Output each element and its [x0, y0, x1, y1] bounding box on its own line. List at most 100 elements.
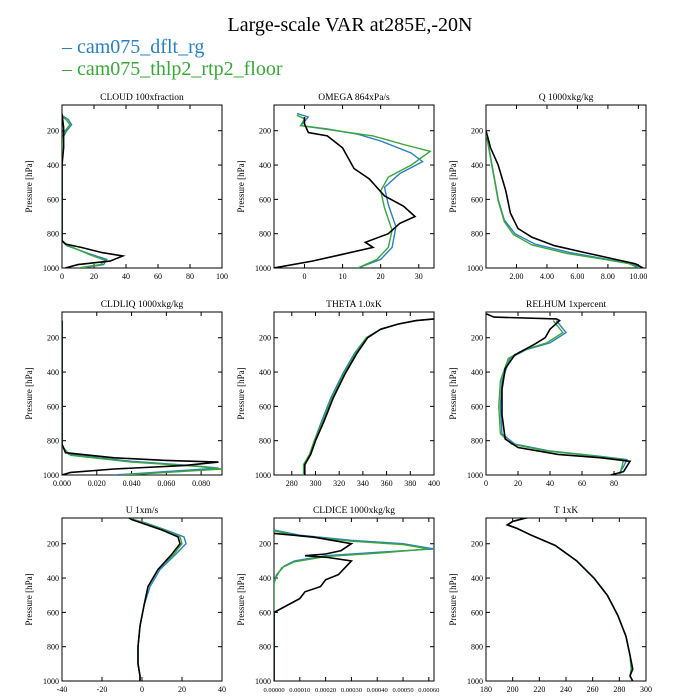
series-line-2	[62, 320, 219, 475]
series-line-2	[128, 518, 187, 681]
series-line-1	[505, 518, 634, 681]
y-tick-label: 800	[471, 437, 483, 446]
x-tick-label: 360	[381, 479, 393, 488]
legend-item-series-1: – cam075_dflt_rg	[62, 36, 205, 58]
x-tick-label: 80	[610, 479, 618, 488]
x-tick-label: 0	[302, 272, 306, 281]
y-tick-label: 800	[471, 230, 483, 239]
x-tick-label: 180	[480, 685, 492, 694]
y-tick-label: 800	[47, 643, 59, 652]
x-tick-label: 40	[546, 479, 554, 488]
y-tick-label: 800	[47, 437, 59, 446]
x-tick-label: 10	[339, 272, 347, 281]
panel-8: CLDICE 1000xkg/kg Pressure [hPa] 200 400 600…	[236, 506, 439, 694]
panel-frame	[61, 311, 223, 476]
y-tick-label: 400	[259, 368, 271, 377]
x-tick-label: 240	[560, 685, 572, 694]
panel-title: Q 1000xkg/kg	[539, 93, 594, 103]
x-tick-label: 20	[514, 479, 522, 488]
legend-label-series-1: cam075_dflt_rg	[77, 36, 205, 58]
series-line-1	[486, 312, 632, 475]
y-tick-label: 1000	[43, 264, 59, 273]
x-tick-label: 0.00040	[367, 687, 388, 694]
series-line-3	[62, 320, 222, 475]
y-tick-label: 800	[259, 643, 271, 652]
y-tick-label: 800	[47, 230, 59, 239]
y-tick-label: 400	[47, 368, 59, 377]
y-tick-label: 400	[47, 574, 59, 583]
series-line-3	[486, 132, 639, 268]
panel-frame	[485, 104, 647, 269]
panel-title: THETA 1.0xK	[326, 300, 382, 310]
x-tick-label: 60	[578, 479, 586, 488]
series-line-3	[505, 518, 634, 681]
x-tick-label: 0.040	[123, 479, 141, 488]
y-tick-label: 400	[471, 368, 483, 377]
x-tick-label: 40	[122, 272, 130, 281]
series-line-2	[505, 518, 634, 681]
x-tick-label: 0	[140, 685, 144, 694]
x-tick-label: 2.00	[509, 272, 523, 281]
y-tick-label: 1000	[467, 471, 483, 480]
x-tick-label: 340	[357, 479, 369, 488]
y-tick-label: 200	[47, 540, 59, 549]
panel-4: CLDLIQ 1000xkg/kg Pressure [hPa] 200 400 600…	[24, 300, 223, 488]
x-tick-label: 0.00050	[392, 687, 413, 694]
panel-title: CLOUD 100xfraction	[100, 92, 184, 103]
x-tick-label: 4.00	[540, 272, 554, 281]
x-tick-label: 20	[178, 685, 186, 694]
y-axis-label: Pressure [hPa]	[236, 160, 246, 212]
y-tick-label: 800	[471, 643, 483, 652]
x-tick-label: 280	[286, 479, 298, 488]
y-tick-label: 400	[259, 574, 271, 583]
y-tick-label: 400	[471, 574, 483, 583]
panel-title: CLDICE 1000xkg/kg	[313, 506, 395, 516]
y-tick-label: 200	[259, 127, 271, 136]
x-tick-label: 8.00	[601, 272, 615, 281]
y-tick-label: 200	[47, 334, 59, 343]
x-tick-label: 0.00030	[341, 687, 362, 694]
panel-title: T 1xK	[554, 506, 579, 516]
y-tick-label: 1000	[467, 264, 483, 273]
y-tick-label: 400	[259, 161, 271, 170]
series-line-2	[302, 318, 434, 475]
series-line-3	[296, 114, 432, 268]
y-tick-label: 600	[47, 195, 59, 204]
x-tick-label: 0.00020	[315, 687, 336, 694]
y-tick-label: 1000	[43, 471, 59, 480]
x-tick-label: 40	[218, 685, 226, 694]
series-line-2	[274, 529, 434, 681]
y-tick-label: 600	[471, 402, 483, 411]
y-axis-label: Pressure [hPa]	[448, 160, 458, 212]
y-tick-label: 1000	[255, 264, 271, 273]
y-axis-label: Pressure [hPa]	[24, 367, 34, 419]
y-axis-label: Pressure [hPa]	[24, 573, 34, 625]
x-tick-label: 0.00060	[418, 687, 439, 694]
x-tick-label: 20	[377, 272, 385, 281]
y-tick-label: 400	[47, 161, 59, 170]
y-tick-label: 800	[259, 230, 271, 239]
x-tick-label: 200	[507, 685, 519, 694]
x-tick-label: 0.060	[157, 479, 175, 488]
panel-frame	[485, 311, 647, 476]
y-tick-label: 600	[259, 195, 271, 204]
y-tick-label: 200	[471, 540, 483, 549]
y-tick-label: 200	[259, 334, 271, 343]
x-tick-label: 6.00	[570, 272, 584, 281]
y-tick-label: 200	[47, 127, 59, 136]
y-tick-label: 200	[471, 127, 483, 136]
x-tick-label: 220	[533, 685, 545, 694]
panel-frame	[273, 104, 435, 269]
x-tick-label: 0.00000	[263, 687, 284, 694]
series-line-3	[128, 518, 183, 681]
panel-title: RELHUM 1xpercent	[526, 300, 606, 310]
y-tick-label: 1000	[43, 677, 59, 686]
y-axis-label: Pressure [hPa]	[236, 367, 246, 419]
x-tick-label: 100	[216, 272, 228, 281]
x-tick-label: 60	[154, 272, 162, 281]
series-line-1	[274, 532, 354, 681]
y-tick-label: 600	[259, 608, 271, 617]
y-axis-label: Pressure [hPa]	[236, 573, 246, 625]
